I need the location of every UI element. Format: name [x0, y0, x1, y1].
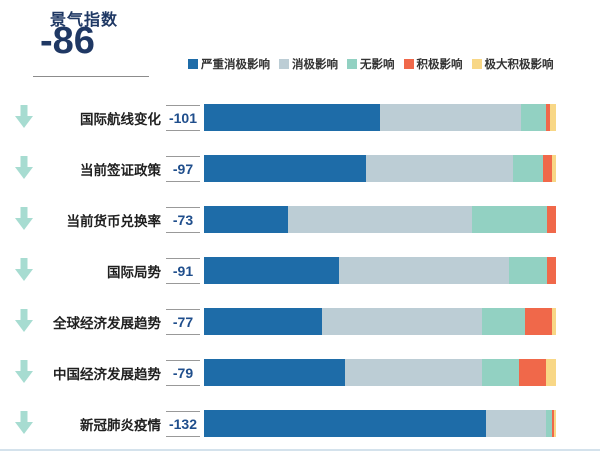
legend-label: 消极影响: [292, 59, 338, 71]
bar-segment-no-impact: [482, 359, 520, 386]
bar-segment-no-impact: [509, 257, 548, 284]
stacked-bar: [204, 410, 556, 437]
chart-row: 全球经济发展趋势 -77: [0, 296, 600, 347]
row-label: 当前签证政策: [80, 162, 161, 178]
chart-row: 当前签证政策 -97: [0, 143, 600, 194]
index-value: -86: [40, 20, 95, 62]
row-score: -73: [166, 206, 200, 233]
bar-segment-severe-negative: [204, 410, 486, 437]
chart-row: 国际航线变化 -101: [0, 92, 600, 143]
legend-label: 无影响: [360, 59, 395, 71]
down-arrow-icon: [15, 207, 33, 230]
bar-segment-no-impact: [546, 410, 553, 437]
row-score: -79: [166, 359, 200, 386]
bar-segment-positive: [547, 206, 556, 233]
chart-row: 当前货币兑换率 -73: [0, 194, 600, 245]
legend-swatch-icon: [347, 59, 357, 69]
stacked-bar: [204, 104, 556, 131]
stacked-bar: [204, 359, 556, 386]
chart-rows: 国际航线变化 -101 当前签证政策 -97 当前货币兑换率 -73: [0, 92, 600, 449]
row-score: -97: [166, 155, 200, 182]
bottom-divider: [0, 449, 600, 451]
row-label-group: 当前签证政策 -97: [36, 143, 200, 194]
chart-row: 中国经济发展趋势 -79: [0, 347, 600, 398]
row-label-group: 国际航线变化 -101: [36, 92, 200, 143]
bar-segment-negative: [339, 257, 510, 284]
down-arrow-icon: [15, 105, 33, 128]
bar-segment-severe-negative: [204, 308, 322, 335]
row-label: 国际局势: [107, 264, 161, 280]
down-arrow-icon: [15, 258, 33, 281]
row-label-group: 当前货币兑换率 -73: [36, 194, 200, 245]
row-label: 国际航线变化: [79, 111, 161, 127]
stacked-bar: [204, 155, 556, 182]
row-score: -77: [166, 308, 200, 335]
bar-segment-negative: [288, 206, 473, 233]
bar-segment-no-impact: [482, 308, 525, 335]
bar-segment-strong-positive: [554, 410, 556, 437]
bar-segment-negative: [380, 104, 522, 131]
row-label-group: 新冠肺炎疫情 -132: [36, 398, 200, 449]
row-score: -91: [166, 257, 200, 284]
row-label: 新冠肺炎疫情: [79, 417, 161, 433]
bar-segment-strong-positive: [549, 104, 556, 131]
legend-item: 积极影响: [403, 56, 463, 72]
bar-segment-negative: [365, 155, 514, 182]
row-label: 当前货币兑换率: [66, 213, 162, 229]
bar-segment-negative: [321, 308, 483, 335]
legend-item: 消极影响: [279, 56, 338, 72]
legend-label: 极大积极影响: [484, 59, 554, 71]
bar-segment-positive: [542, 155, 553, 182]
bar-segment-positive: [546, 104, 550, 131]
legend-swatch-icon: [471, 59, 482, 69]
bar-segment-positive: [547, 257, 556, 284]
stacked-bar: [204, 206, 556, 233]
bar-segment-strong-positive: [552, 308, 556, 335]
legend-label: 积极影响: [416, 59, 463, 71]
legend: 严重消极影响 消极影响 无影响 积极影响 极大积极影响: [188, 56, 554, 72]
bar-segment-negative: [345, 359, 483, 386]
bar-segment-no-impact: [521, 104, 547, 131]
row-label-group: 中国经济发展趋势 -79: [36, 347, 200, 398]
bar-segment-no-impact: [513, 155, 543, 182]
bar-segment-positive: [525, 308, 553, 335]
legend-swatch-icon: [279, 59, 289, 69]
bar-segment-negative: [485, 410, 547, 437]
stacked-bar: [204, 257, 556, 284]
row-label-group: 国际局势 -91: [36, 245, 200, 296]
row-score: -101: [165, 104, 200, 131]
down-arrow-icon: [15, 156, 33, 179]
bar-segment-positive: [552, 410, 555, 437]
bar-segment-severe-negative: [204, 104, 380, 131]
chart-row: 国际局势 -91: [0, 245, 600, 296]
bar-segment-positive: [519, 359, 547, 386]
bar-segment-severe-negative: [204, 359, 346, 386]
bar-segment-severe-negative: [204, 155, 366, 182]
legend-label: 严重消极影响: [201, 59, 270, 71]
legend-swatch-icon: [188, 59, 198, 69]
chart-title: 景气指数: [50, 12, 119, 29]
down-arrow-icon: [15, 360, 33, 383]
legend-item: 严重消极影响: [188, 56, 270, 72]
legend-swatch-icon: [403, 59, 414, 69]
chart-row: 新冠肺炎疫情 -132: [0, 398, 600, 449]
stacked-bar: [204, 308, 556, 335]
down-arrow-icon: [15, 309, 33, 332]
bar-segment-severe-negative: [204, 257, 340, 284]
bar-segment-strong-positive: [546, 359, 556, 386]
row-label: 全球经济发展趋势: [53, 315, 161, 331]
index-underline: [33, 76, 149, 77]
bar-segment-severe-negative: [204, 206, 289, 233]
legend-item: 无影响: [347, 56, 395, 72]
down-arrow-icon: [15, 411, 33, 434]
row-label: 中国经济发展趋势: [53, 366, 161, 382]
bar-segment-no-impact: [472, 206, 548, 233]
legend-item: 极大积极影响: [471, 56, 554, 72]
row-label-group: 全球经济发展趋势 -77: [36, 296, 200, 347]
bar-segment-strong-positive: [552, 155, 556, 182]
row-score: -132: [165, 410, 200, 437]
